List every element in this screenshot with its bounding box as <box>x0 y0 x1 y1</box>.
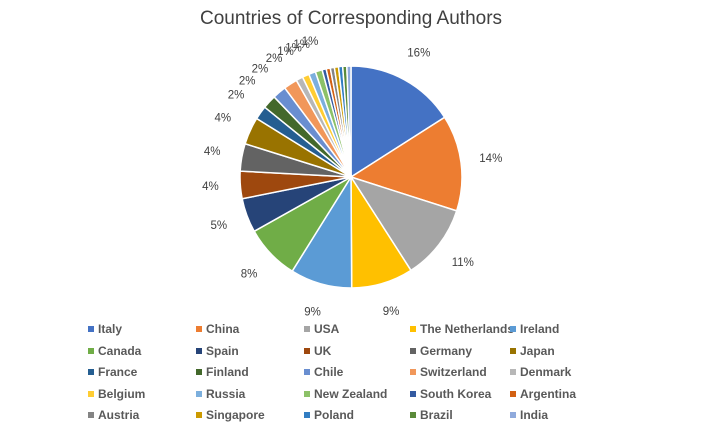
data-label-germany: 4% <box>204 146 221 158</box>
data-label-russia: 1% <box>293 39 310 51</box>
data-label-finland: 2% <box>239 76 256 88</box>
legend-swatch <box>510 369 516 375</box>
data-label-uk: 4% <box>202 181 219 193</box>
legend-item-finland: Finland <box>196 365 249 379</box>
data-label-china: 14% <box>479 153 502 165</box>
legend-label: Switzerland <box>420 365 487 379</box>
legend-label: Finland <box>206 365 249 379</box>
legend-swatch <box>304 326 310 332</box>
legend-item-new-zealand: New Zealand <box>304 387 387 401</box>
legend-item-brazil: Brazil <box>410 408 453 422</box>
data-label-japan: 4% <box>214 112 231 124</box>
pie-slice-india <box>346 65 352 178</box>
legend-swatch <box>304 369 310 375</box>
legend-label: New Zealand <box>314 386 388 401</box>
legend-swatch <box>88 390 94 397</box>
legend-swatch <box>410 369 416 375</box>
legend-item-germany: Germany <box>410 344 472 358</box>
legend-label: USA <box>314 322 340 336</box>
data-label-italy: 16% <box>407 47 430 59</box>
legend-label: India <box>520 408 549 422</box>
legend-swatch <box>510 390 516 397</box>
data-label-denmark: 1% <box>277 46 294 58</box>
pie-slice-italy <box>350 65 446 179</box>
legend-item-china: China <box>196 322 239 336</box>
legend-label: China <box>206 322 240 336</box>
legend-swatch <box>304 347 310 354</box>
legend-swatch <box>410 347 416 354</box>
legend-swatch <box>510 347 516 354</box>
legend-item-italy: Italy <box>88 322 122 336</box>
data-label-france: 2% <box>228 89 245 101</box>
data-label-chile: 2% <box>252 63 269 75</box>
data-label-switzerland: 2% <box>266 53 283 65</box>
legend-swatch <box>510 412 516 418</box>
pie-slice-usa <box>349 175 458 272</box>
legend-swatch <box>410 412 416 418</box>
legend-swatch <box>88 347 94 354</box>
legend-swatch <box>510 326 516 332</box>
legend-item-france: France <box>88 365 137 379</box>
data-label-ireland: 9% <box>304 307 321 319</box>
legend-swatch <box>196 326 202 332</box>
legend-label: Italy <box>98 322 123 336</box>
legend-label: Spain <box>206 343 239 358</box>
legend-label: Belgium <box>98 386 146 401</box>
legend-item-poland: Poland <box>304 408 354 422</box>
pie-slice-china <box>349 116 463 212</box>
legend-item-canada: Canada <box>88 344 141 358</box>
legend-item-uk: UK <box>304 344 331 358</box>
legend-item-japan: Japan <box>510 344 555 358</box>
legend-item-spain: Spain <box>196 344 239 358</box>
legend-label: Canada <box>98 343 142 358</box>
data-label-canada: 8% <box>241 268 258 280</box>
chart-title: Countries of Corresponding Authors <box>199 8 503 29</box>
legend-item-austria: Austria <box>88 408 139 422</box>
legend-item-india: India <box>510 408 548 422</box>
legend-item-chile: Chile <box>304 365 343 379</box>
legend-label: Brazil <box>420 408 453 422</box>
data-label-spain: 5% <box>210 220 227 232</box>
legend-label: The Netherlands <box>420 322 515 336</box>
legend-label: Singapore <box>206 408 265 422</box>
legend-item-switzerland: Switzerland <box>410 365 487 379</box>
legend-label: Denmark <box>520 365 572 379</box>
legend-item-argentina: Argentina <box>510 387 576 401</box>
legend-item-ireland: Ireland <box>510 322 559 336</box>
legend-item-belgium: Belgium <box>88 387 145 401</box>
legend-label: France <box>98 365 138 379</box>
data-label-new-zealand: 1% <box>302 36 319 48</box>
legend-swatch <box>410 390 416 397</box>
legend-label: Argentina <box>520 386 577 401</box>
legend-label: Poland <box>314 408 355 422</box>
legend-item-south-korea: South Korea <box>410 387 491 401</box>
legend-label: UK <box>314 343 332 358</box>
legend-swatch <box>196 347 202 354</box>
legend-swatch <box>410 326 416 332</box>
data-label-belgium: 1% <box>285 42 302 54</box>
legend-item-denmark: Denmark <box>510 365 571 379</box>
data-label-usa: 11% <box>452 257 474 269</box>
legend-swatch <box>196 369 202 375</box>
legend-label: Russia <box>206 386 246 401</box>
legend-swatch <box>196 390 202 397</box>
legend-item-russia: Russia <box>196 387 245 401</box>
legend-item-singapore: Singapore <box>196 408 265 422</box>
legend-swatch <box>88 412 94 418</box>
legend-label: South Korea <box>420 386 492 401</box>
legend-swatch <box>88 326 94 332</box>
legend-swatch <box>304 412 310 418</box>
legend-swatch <box>196 412 202 418</box>
legend-swatch <box>88 369 94 375</box>
legend-label: Germany <box>420 343 473 358</box>
legend-item-usa: USA <box>304 322 339 336</box>
data-label-the-netherlands: 9% <box>383 306 400 318</box>
legend-label: Japan <box>520 343 555 358</box>
legend-item-the-netherlands: The Netherlands <box>410 322 514 336</box>
legend-label: Chile <box>314 365 344 379</box>
legend-label: Austria <box>98 408 140 422</box>
legend-label: Ireland <box>520 322 560 336</box>
legend-swatch <box>304 390 310 397</box>
